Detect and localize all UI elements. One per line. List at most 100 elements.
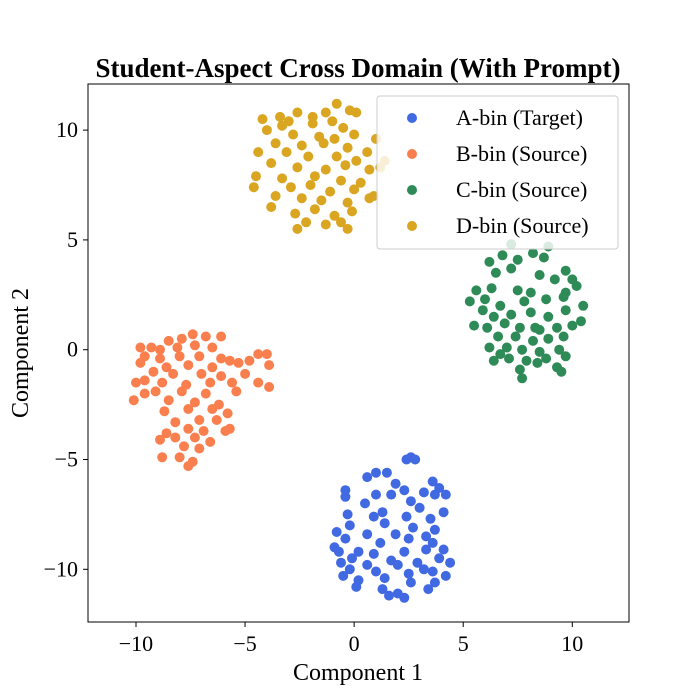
- scatter-point: [353, 575, 364, 586]
- scatter-point: [244, 355, 255, 366]
- scatter-point: [189, 340, 200, 351]
- scatter-point: [549, 274, 560, 285]
- scatter-point: [277, 173, 288, 184]
- scatter-point: [159, 406, 170, 417]
- legend-marker: [407, 113, 417, 123]
- scatter-point: [135, 357, 146, 368]
- scatter-point: [477, 305, 488, 316]
- scatter-point: [176, 386, 187, 397]
- scatter-point: [532, 357, 543, 368]
- scatter-point: [189, 397, 200, 408]
- scatter-point: [538, 252, 549, 263]
- scatter-point: [309, 171, 320, 182]
- scatter-point: [248, 182, 259, 193]
- scatter-point: [161, 362, 172, 373]
- scatter-point: [253, 349, 264, 360]
- scatter-point: [340, 533, 351, 544]
- scatter-point: [506, 309, 517, 320]
- scatter-point: [418, 564, 429, 575]
- scatter-point: [179, 441, 189, 452]
- scatter-point: [285, 182, 296, 193]
- scatter-point: [168, 368, 179, 379]
- legend-label: A-bin (Target): [456, 105, 583, 130]
- scatter-point: [390, 478, 401, 489]
- scatter-point: [423, 584, 434, 595]
- scatter-point: [196, 368, 207, 379]
- scatter-point: [347, 553, 357, 564]
- scatter-point: [517, 373, 528, 384]
- scatter-point: [325, 186, 336, 197]
- scatter-point: [216, 353, 227, 364]
- scatter-point: [495, 349, 506, 360]
- scatter-point: [174, 452, 185, 463]
- scatter-point: [377, 507, 388, 518]
- x-tick-label: 10: [561, 631, 583, 656]
- scatter-point: [161, 428, 172, 439]
- scatter-point: [488, 311, 499, 322]
- scatter-point: [525, 287, 536, 298]
- scatter-point: [469, 320, 480, 331]
- scatter-point: [482, 322, 493, 333]
- scatter-point: [264, 382, 275, 392]
- scatter-point: [362, 147, 373, 158]
- x-axis-label: Component 1: [293, 660, 423, 686]
- scatter-point: [227, 377, 237, 388]
- scatter-point: [438, 544, 449, 555]
- scatter-point: [510, 331, 521, 342]
- scatter-point: [222, 408, 233, 419]
- scatter-point: [338, 570, 349, 581]
- scatter-point: [174, 351, 185, 362]
- scatter-point: [233, 357, 244, 368]
- scatter-point: [501, 342, 512, 353]
- scatter-point: [320, 107, 331, 118]
- scatter-point: [360, 498, 370, 509]
- scatter-point: [292, 107, 303, 118]
- scatter-point: [170, 432, 181, 443]
- scatter-point: [318, 138, 329, 149]
- series-1: [329, 452, 456, 603]
- scatter-point: [403, 533, 414, 544]
- scatter-point: [344, 564, 355, 575]
- scatter-point: [392, 559, 403, 570]
- scatter-point: [517, 344, 528, 355]
- scatter-point: [440, 570, 451, 581]
- x-tick-label: −5: [233, 631, 256, 656]
- scatter-point: [484, 256, 495, 267]
- scatter-point: [525, 307, 536, 318]
- scatter-point: [405, 577, 416, 588]
- scatter-point: [558, 292, 569, 302]
- scatter-point: [307, 111, 318, 122]
- scatter-point: [578, 300, 589, 311]
- scatter-point: [390, 529, 401, 540]
- scatter-point: [493, 331, 504, 342]
- scatter-point: [139, 375, 150, 386]
- scatter-point: [434, 483, 445, 493]
- scatter-point: [425, 513, 436, 524]
- scatter-point: [364, 164, 375, 175]
- scatter-point: [183, 404, 194, 414]
- scatter-point: [275, 111, 285, 122]
- scatter-point: [194, 443, 205, 454]
- scatter-point: [528, 248, 538, 259]
- scatter-point: [331, 527, 342, 537]
- scatter-point: [379, 573, 390, 584]
- scatter-point: [429, 577, 440, 588]
- scatter-point: [309, 204, 320, 215]
- scatter-point: [362, 559, 373, 570]
- scatter-point: [512, 285, 523, 296]
- scatter-point: [530, 322, 541, 333]
- scatter-point: [427, 476, 438, 487]
- scatter-point: [543, 311, 554, 322]
- scatter-point: [329, 210, 340, 221]
- scatter-point: [194, 415, 205, 425]
- scatter-point: [336, 217, 346, 228]
- y-tick-label: −10: [44, 556, 78, 581]
- scatter-point: [157, 452, 168, 463]
- scatter-point: [277, 120, 288, 131]
- legend-marker: [407, 221, 417, 231]
- scatter-point: [405, 496, 416, 507]
- scatter-point: [327, 116, 338, 127]
- scatter-point: [155, 353, 165, 364]
- scatter-point: [541, 294, 552, 305]
